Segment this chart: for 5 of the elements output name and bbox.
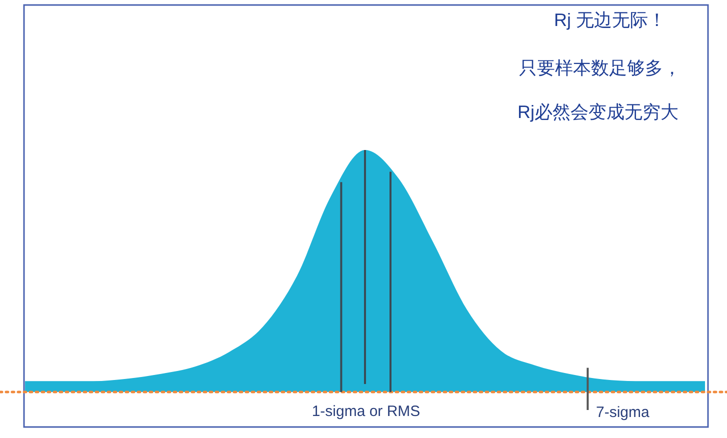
- text: 1-sigma or RMS: [312, 403, 420, 420]
- text: Rj 无边无际！: [554, 10, 666, 30]
- text: 只要样本数足够多，: [519, 58, 681, 78]
- text: Rj必然会变成无穷大: [518, 102, 678, 122]
- text: 7-sigma: [596, 404, 650, 421]
